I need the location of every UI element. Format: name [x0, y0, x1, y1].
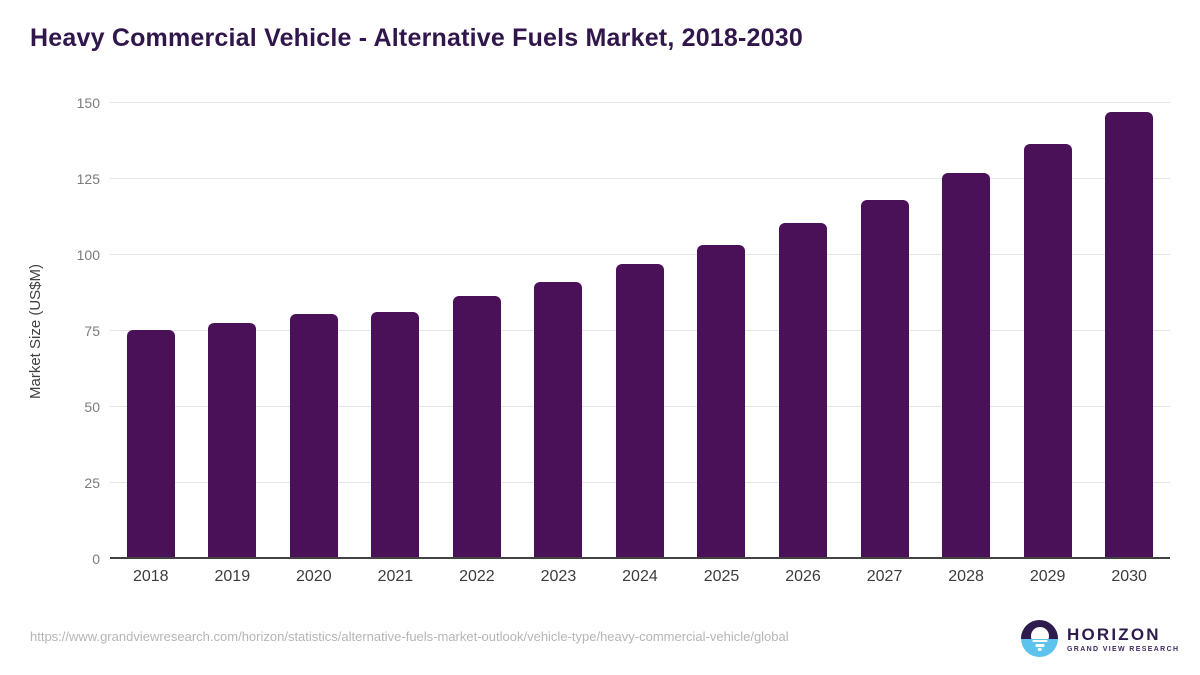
horizon-logo-icon [1021, 620, 1058, 657]
bar-2026[interactable] [779, 223, 828, 559]
bar-slot-2024 [599, 103, 681, 559]
y-tick-label-50: 50 [84, 399, 100, 415]
bar-2024[interactable] [615, 264, 664, 559]
x-tick-label-2028: 2028 [948, 568, 984, 585]
x-tick-label-2018: 2018 [132, 568, 169, 585]
x-tick-label-2026: 2026 [785, 568, 821, 585]
bar-slot-2022 [436, 103, 518, 559]
x-tick-label-2020: 2020 [296, 568, 332, 585]
y-tick-label-150: 150 [76, 95, 100, 111]
x-tick-label-2029: 2029 [1029, 568, 1066, 585]
logo-text: HORIZON GRAND VIEW RESEARCH [1067, 625, 1179, 653]
bar-slot-2030 [1088, 103, 1170, 559]
chart-title: Heavy Commercial Vehicle - Alternative F… [30, 24, 803, 52]
x-tick-label-2023: 2023 [540, 568, 577, 585]
y-tick-label-0: 0 [92, 551, 100, 567]
x-tick-label-2025: 2025 [703, 568, 740, 585]
bar-2020[interactable] [289, 313, 338, 559]
bar-slot-2023 [518, 103, 600, 559]
gridline-y-100 [110, 254, 1170, 256]
x-tick-label-2021: 2021 [377, 568, 414, 585]
bar-2029[interactable] [1023, 144, 1072, 559]
logo-reflection-line [1037, 648, 1042, 651]
y-tick-label-100: 100 [76, 247, 100, 263]
bar-slot-2026 [762, 103, 844, 559]
bar-slot-2018 [110, 103, 192, 559]
bar-2021[interactable] [371, 312, 420, 559]
bar-slot-2029 [1007, 103, 1089, 559]
y-tick-label-75: 75 [84, 323, 100, 339]
bar-slot-2025 [681, 103, 763, 559]
logo-reflection-line [1032, 640, 1047, 643]
bar-slot-2019 [192, 103, 274, 559]
logo-reflection-line [1035, 644, 1044, 647]
x-tick-label-2022: 2022 [459, 568, 495, 585]
bar-2019[interactable] [208, 322, 257, 559]
y-tick-label-25: 25 [84, 475, 100, 491]
bar-2028[interactable] [942, 173, 991, 559]
logo-wordmark: HORIZON [1067, 624, 1161, 644]
y-tick-label-125: 125 [76, 171, 100, 187]
x-tick-labels: 2018 2019 2020 2021 2022 2023 2024 2025 2026 2027… [110, 568, 1170, 586]
x-tick-label-2019: 2019 [214, 568, 251, 585]
bar-2025[interactable] [697, 244, 746, 559]
bar-slot-2028 [925, 103, 1007, 559]
logo-subtitle: GRAND VIEW RESEARCH [1067, 645, 1180, 653]
x-tick-label-2030: 2030 [1111, 568, 1147, 585]
bar-series [110, 103, 1170, 559]
x-axis-line [110, 557, 1170, 559]
gridline-y-125 [110, 178, 1170, 179]
bar-2022[interactable] [452, 296, 501, 559]
bar-2018[interactable] [126, 329, 175, 559]
bar-slot-2021 [355, 103, 437, 559]
bar-2027[interactable] [860, 199, 909, 559]
horizon-logo: HORIZON GRAND VIEW RESEARCH [1021, 620, 1179, 657]
gridline-y-150 [110, 102, 1170, 103]
bar-slot-2027 [844, 103, 926, 559]
bar-2023[interactable] [534, 282, 583, 559]
plot-area [110, 102, 1170, 559]
x-tick-label-2027: 2027 [866, 568, 903, 585]
x-tick-label-2024: 2024 [622, 568, 658, 585]
bar-slot-2020 [273, 103, 355, 559]
bar-2030[interactable] [1105, 111, 1154, 559]
logo-sea-half [1021, 638, 1058, 657]
source-url: https://www.grandviewresearch.com/horizo… [30, 629, 789, 644]
y-tick-labels: 0 25 50 75 100 125 150 [0, 95, 100, 567]
